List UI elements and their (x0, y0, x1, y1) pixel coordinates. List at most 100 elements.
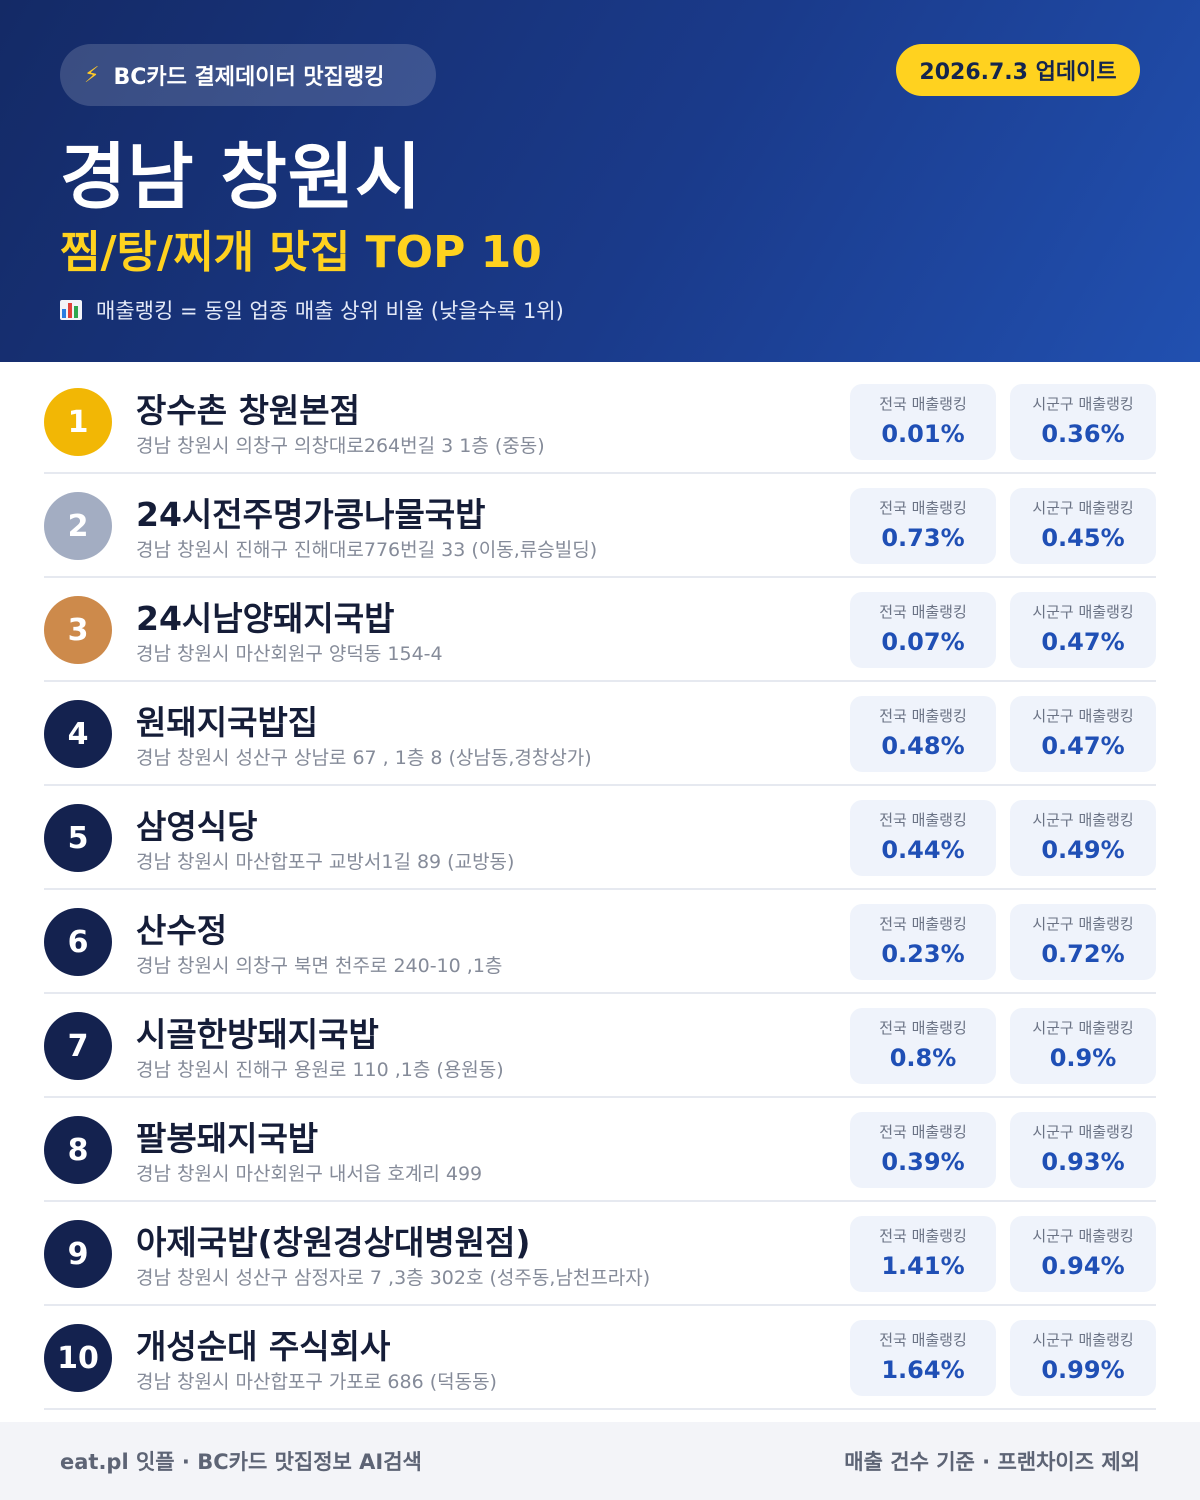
update-date-badge: 2026.7.3 업데이트 (896, 44, 1140, 96)
restaurant-row[interactable]: 10 개성순대 주식회사 경남 창원시 마산합포구 가포로 686 (덕동동) 전국 … (44, 1306, 1156, 1410)
district-ranking-label: 시군구 매출랭킹 (1032, 1331, 1134, 1349)
rank-badge: 1 (44, 388, 112, 456)
district-ranking-label: 시군구 매출랭킹 (1032, 1019, 1134, 1037)
district-ranking-label: 시군구 매출랭킹 (1032, 1123, 1134, 1141)
district-ranking-value: 0.45% (1041, 524, 1125, 552)
national-ranking-label: 전국 매출랭킹 (879, 811, 967, 829)
footer: eat.pl 잇플 · BC카드 맛집정보 AI검색 매출 건수 기준 · 프랜… (0, 1422, 1200, 1500)
district-ranking-card: 시군구 매출랭킹 0.47% (1010, 696, 1156, 772)
district-ranking-value: 0.72% (1041, 940, 1125, 968)
national-ranking-value: 0.01% (881, 420, 965, 448)
page-title: 경남 창원시 (60, 135, 423, 219)
restaurant-name[interactable]: 아제국밥(창원경상대병원점) (136, 1223, 531, 1262)
restaurant-address: 경남 창원시 마산회원구 양덕동 154-4 (136, 643, 443, 665)
district-ranking-card: 시군구 매출랭킹 0.49% (1010, 800, 1156, 876)
restaurant-name[interactable]: 삼영식당 (136, 807, 258, 846)
district-ranking-value: 0.9% (1049, 1044, 1117, 1072)
district-ranking-card: 시군구 매출랭킹 0.94% (1010, 1216, 1156, 1292)
header-banner: ⚡ BC카드 결제데이터 맛집랭킹 2026.7.3 업데이트 경남 창원시 찜… (0, 0, 1200, 362)
ranking-note-text: 매출랭킹 = 동일 업종 매출 상위 비율 (낮을수록 1위) (96, 299, 564, 323)
national-ranking-label: 전국 매출랭킹 (879, 499, 967, 517)
district-ranking-label: 시군구 매출랭킹 (1032, 915, 1134, 933)
restaurant-address: 경남 창원시 진해구 용원로 110 ,1층 (용원동) (136, 1059, 504, 1081)
rank-badge: 5 (44, 804, 112, 872)
restaurant-address: 경남 창원시 의창구 북면 천주로 240-10 ,1층 (136, 955, 503, 977)
district-ranking-value: 0.47% (1041, 628, 1125, 656)
district-ranking-card: 시군구 매출랭킹 0.99% (1010, 1320, 1156, 1396)
district-ranking-label: 시군구 매출랭킹 (1032, 499, 1134, 517)
national-ranking-label: 전국 매출랭킹 (879, 1019, 967, 1037)
national-ranking-card: 전국 매출랭킹 1.41% (850, 1216, 996, 1292)
national-ranking-value: 0.48% (881, 732, 965, 760)
restaurant-name[interactable]: 장수촌 창원본점 (136, 391, 361, 430)
national-ranking-card: 전국 매출랭킹 0.44% (850, 800, 996, 876)
restaurant-row[interactable]: 3 24시남양돼지국밥 경남 창원시 마산회원구 양덕동 154-4 전국 매출랭킹 0… (44, 578, 1156, 682)
restaurant-name[interactable]: 팔봉돼지국밥 (136, 1119, 319, 1158)
rank-badge: 2 (44, 492, 112, 560)
national-ranking-card: 전국 매출랭킹 0.8% (850, 1008, 996, 1084)
district-ranking-value: 0.49% (1041, 836, 1125, 864)
page-subtitle: 찜/탕/찌개 맛집 TOP 10 (60, 227, 542, 278)
national-ranking-card: 전국 매출랭킹 0.23% (850, 904, 996, 980)
district-ranking-card: 시군구 매출랭킹 0.47% (1010, 592, 1156, 668)
district-ranking-card: 시군구 매출랭킹 0.93% (1010, 1112, 1156, 1188)
national-ranking-label: 전국 매출랭킹 (879, 1227, 967, 1245)
footer-criteria: 매출 건수 기준 · 프랜차이즈 제외 (844, 1450, 1140, 1474)
national-ranking-value: 1.64% (881, 1356, 965, 1384)
national-ranking-label: 전국 매출랭킹 (879, 395, 967, 413)
rank-badge: 9 (44, 1220, 112, 1288)
national-ranking-card: 전국 매출랭킹 0.73% (850, 488, 996, 564)
district-ranking-card: 시군구 매출랭킹 0.72% (1010, 904, 1156, 980)
restaurant-name[interactable]: 24시전주명가콩나물국밥 (136, 495, 486, 534)
national-ranking-card: 전국 매출랭킹 1.64% (850, 1320, 996, 1396)
national-ranking-label: 전국 매출랭킹 (879, 1123, 967, 1141)
rank-badge: 4 (44, 700, 112, 768)
district-ranking-value: 0.36% (1041, 420, 1125, 448)
district-ranking-card: 시군구 매출랭킹 0.45% (1010, 488, 1156, 564)
restaurant-address: 경남 창원시 마산합포구 교방서1길 89 (교방동) (136, 851, 515, 873)
national-ranking-value: 0.8% (889, 1044, 957, 1072)
restaurant-name[interactable]: 시골한방돼지국밥 (136, 1015, 379, 1054)
district-ranking-card: 시군구 매출랭킹 0.36% (1010, 384, 1156, 460)
national-ranking-label: 전국 매출랭킹 (879, 707, 967, 725)
district-ranking-card: 시군구 매출랭킹 0.9% (1010, 1008, 1156, 1084)
restaurant-name[interactable]: 24시남양돼지국밥 (136, 599, 395, 638)
national-ranking-label: 전국 매출랭킹 (879, 603, 967, 621)
district-ranking-value: 0.94% (1041, 1252, 1125, 1280)
restaurant-address: 경남 창원시 마산회원구 내서읍 호계리 499 (136, 1163, 483, 1185)
national-ranking-value: 0.73% (881, 524, 965, 552)
national-ranking-value: 0.44% (881, 836, 965, 864)
restaurant-name[interactable]: 산수정 (136, 911, 228, 950)
rank-badge: 6 (44, 908, 112, 976)
restaurant-address: 경남 창원시 진해구 진해대로776번길 33 (이동,류승빌딩) (136, 539, 598, 561)
restaurant-row[interactable]: 1 장수촌 창원본점 경남 창원시 의창구 의창대로264번길 3 1층 (중동) 전… (44, 370, 1156, 474)
restaurant-row[interactable]: 8 팔봉돼지국밥 경남 창원시 마산회원구 내서읍 호계리 499 전국 매출랭킹 0.… (44, 1098, 1156, 1202)
restaurant-address: 경남 창원시 마산합포구 가포로 686 (덕동동) (136, 1371, 497, 1393)
national-ranking-value: 0.23% (881, 940, 965, 968)
national-ranking-value: 0.39% (881, 1148, 965, 1176)
restaurant-address: 경남 창원시 성산구 삼정자로 7 ,3층 302호 (성주동,남천프라자) (136, 1267, 651, 1289)
district-ranking-value: 0.93% (1041, 1148, 1125, 1176)
rank-badge: 3 (44, 596, 112, 664)
national-ranking-label: 전국 매출랭킹 (879, 915, 967, 933)
restaurant-name[interactable]: 원돼지국밥집 (136, 703, 319, 742)
footer-source: eat.pl 잇플 · BC카드 맛집정보 AI검색 (60, 1450, 422, 1474)
restaurant-address: 경남 창원시 성산구 상남로 67 , 1층 8 (상남동,경창상가) (136, 747, 592, 769)
ranking-note: 매출랭킹 = 동일 업종 매출 상위 비율 (낮을수록 1위) (60, 295, 564, 325)
bar-chart-icon (60, 300, 82, 320)
district-ranking-label: 시군구 매출랭킹 (1032, 811, 1134, 829)
national-ranking-value: 1.41% (881, 1252, 965, 1280)
restaurant-row[interactable]: 7 시골한방돼지국밥 경남 창원시 진해구 용원로 110 ,1층 (용원동) 전국 … (44, 994, 1156, 1098)
restaurant-row[interactable]: 9 아제국밥(창원경상대병원점) 경남 창원시 성산구 삼정자로 7 ,3층 302… (44, 1202, 1156, 1306)
source-pill: ⚡ BC카드 결제데이터 맛집랭킹 (60, 44, 436, 106)
national-ranking-card: 전국 매출랭킹 0.39% (850, 1112, 996, 1188)
district-ranking-label: 시군구 매출랭킹 (1032, 395, 1134, 413)
district-ranking-label: 시군구 매출랭킹 (1032, 1227, 1134, 1245)
restaurant-list: 1 장수촌 창원본점 경남 창원시 의창구 의창대로264번길 3 1층 (중동) 전… (44, 370, 1156, 1410)
national-ranking-card: 전국 매출랭킹 0.07% (850, 592, 996, 668)
restaurant-name[interactable]: 개성순대 주식회사 (136, 1327, 391, 1366)
